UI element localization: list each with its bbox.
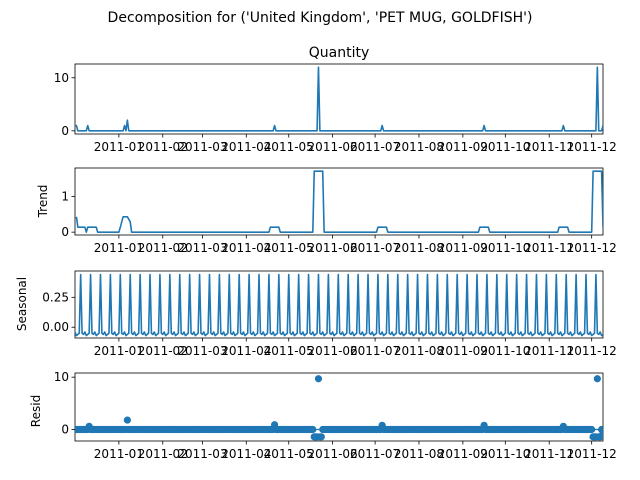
x-tick-label: 2011-11 — [524, 344, 574, 358]
x-tick-label: 2011-08 — [394, 241, 444, 255]
panel-seasonal-plot: 0.000.252011-012011-022011-032011-042011… — [42, 270, 617, 358]
panel-resid-ylabel: Resid — [29, 395, 43, 427]
x-tick-label: 2011-06 — [308, 447, 358, 461]
x-tick-label: 2011-05 — [264, 241, 314, 255]
x-tick-label: 2011-07 — [350, 140, 400, 154]
x-tick-label: 2011-06 — [308, 241, 358, 255]
resid-point — [588, 425, 596, 434]
series-line — [75, 170, 603, 233]
plot-area — [75, 375, 603, 441]
x-tick-label: 2011-09 — [438, 447, 488, 461]
resid-point — [593, 375, 601, 383]
resid-point — [314, 375, 323, 383]
resid-point — [317, 433, 325, 441]
y-tick-label: 1 — [61, 190, 69, 204]
x-tick-label: 2011-07 — [350, 344, 400, 358]
panel-seasonal-ylabel: Seasonal — [15, 277, 29, 331]
x-tick-label: 2011-11 — [524, 447, 574, 461]
x-tick-label: 2011-02 — [138, 241, 188, 255]
x-tick-label: 2011-03 — [177, 140, 227, 154]
panel-quantity-plot: 0102011-012011-022011-032011-042011-0520… — [54, 63, 617, 154]
x-tick-label: 2011-12 — [567, 447, 617, 461]
x-tick-label: 2011-07 — [350, 241, 400, 255]
x-tick-label: 2011-12 — [567, 241, 617, 255]
x-tick-label: 2011-12 — [567, 344, 617, 358]
x-tick-label: 2011-04 — [221, 344, 271, 358]
plot-area — [75, 66, 603, 132]
panel-seasonal: Seasonal 0.000.252011-012011-022011-0320… — [15, 270, 617, 358]
axes-frame — [74, 63, 604, 135]
plot-area — [75, 273, 603, 337]
x-tick-label: 2011-03 — [177, 241, 227, 255]
x-tick-label: 2011-10 — [480, 241, 530, 255]
x-tick-label: 2011-05 — [264, 140, 314, 154]
x-tick-label: 2011-09 — [438, 241, 488, 255]
panel-trend-ylabel: Trend — [36, 185, 50, 219]
x-tick-label: 2011-10 — [480, 447, 530, 461]
axes-frame — [74, 167, 604, 236]
x-tick-label: 2011-11 — [524, 241, 574, 255]
y-tick-label: 10 — [54, 370, 69, 384]
x-tick-label: 2011-08 — [394, 344, 444, 358]
panel-trend: Trend 012011-012011-022011-032011-042011… — [36, 167, 617, 255]
x-tick-label: 2011-04 — [221, 241, 271, 255]
x-tick-label: 2011-06 — [308, 140, 358, 154]
x-tick-label: 2011-05 — [264, 447, 314, 461]
y-tick-label: 0 — [61, 124, 69, 138]
x-tick-label: 2011-01 — [94, 140, 144, 154]
x-tick-label: 2011-04 — [221, 140, 271, 154]
resid-point — [309, 425, 317, 434]
y-tick-label: 0.00 — [42, 320, 69, 334]
x-tick-label: 2011-11 — [524, 140, 574, 154]
x-tick-label: 2011-10 — [480, 140, 530, 154]
x-tick-label: 2011-10 — [480, 344, 530, 358]
x-tick-label: 2011-08 — [394, 447, 444, 461]
panel-resid-plot: 0102011-012011-022011-032011-042011-0520… — [54, 370, 617, 461]
x-tick-label: 2011-01 — [94, 344, 144, 358]
panel-quantity-title: Quantity — [309, 45, 370, 61]
axes-frame — [74, 270, 604, 339]
x-tick-label: 2011-09 — [438, 344, 488, 358]
x-tick-label: 2011-01 — [94, 447, 144, 461]
figure-suptitle: Decomposition for ('United Kingdom', 'PE… — [108, 10, 533, 26]
x-tick-label: 2011-08 — [394, 140, 444, 154]
y-tick-label: 0.25 — [42, 290, 69, 304]
x-tick-label: 2011-07 — [350, 447, 400, 461]
seasonal-line — [75, 273, 603, 337]
x-tick-label: 2011-04 — [221, 447, 271, 461]
x-tick-label: 2011-03 — [177, 344, 227, 358]
x-tick-label: 2011-02 — [138, 344, 188, 358]
series-line — [75, 66, 603, 132]
panel-trend-plot: 012011-012011-022011-032011-042011-05201… — [61, 167, 617, 255]
panel-quantity: Quantity 0 10 2011-012011-022011-032011-04… — [54, 45, 617, 154]
resid-point — [123, 416, 131, 424]
x-tick-label: 2011-02 — [138, 140, 188, 154]
x-tick-label: 2011-06 — [308, 344, 358, 358]
panel-resid: Resid 0102011-012011-022011-032011-04201… — [29, 370, 617, 461]
y-tick-label: 0 — [61, 422, 69, 436]
y-tick-label: 0 — [61, 225, 69, 239]
plot-area — [75, 170, 603, 233]
axes-frame — [74, 372, 604, 442]
y-tick-label: 10 — [54, 71, 69, 85]
resid-point — [599, 428, 603, 436]
x-tick-label: 2011-09 — [438, 140, 488, 154]
x-tick-label: 2011-05 — [264, 344, 314, 358]
x-tick-label: 2011-03 — [177, 447, 227, 461]
x-tick-label: 2011-01 — [94, 241, 144, 255]
x-tick-label: 2011-12 — [567, 140, 617, 154]
x-tick-label: 2011-02 — [138, 447, 188, 461]
